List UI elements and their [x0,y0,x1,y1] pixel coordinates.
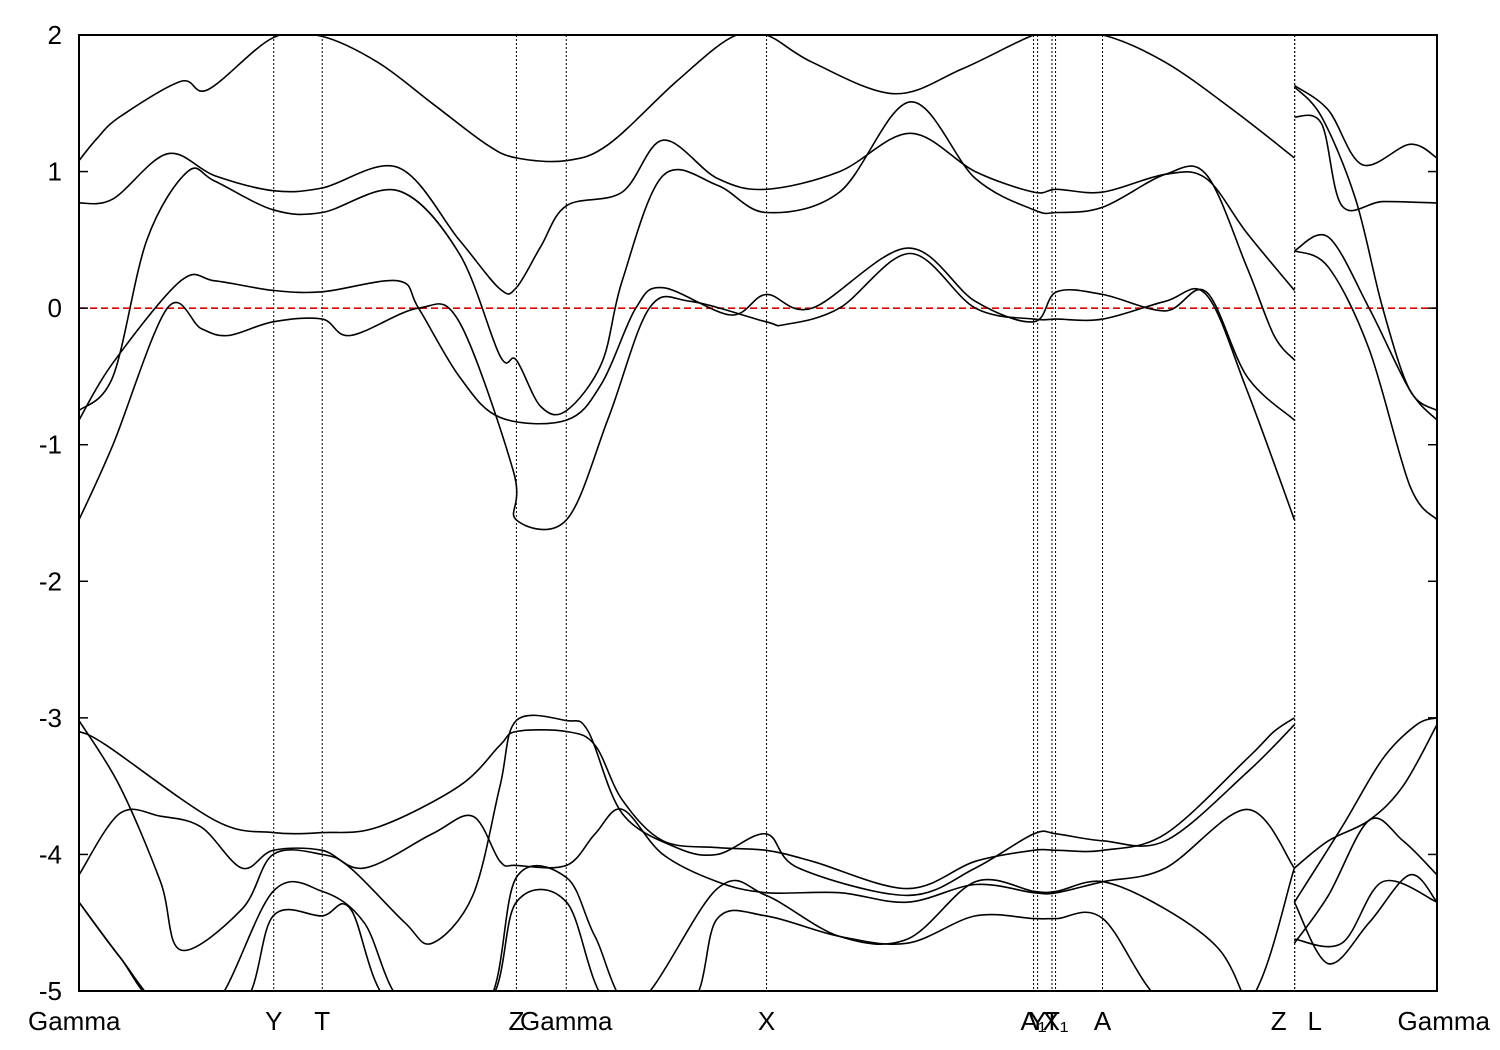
x-kpoint-label-9: X₁ [1042,1006,1068,1036]
y-tick-label-4: -2 [39,566,62,596]
band-line-3 [1294,114,1437,212]
x-kpoint-label-2: T [314,1006,330,1036]
band-line-13 [1293,724,1437,869]
band-line-0 [79,35,1295,163]
y-tick-label-2: 0 [48,293,62,323]
x-kpoint-label-10: A [1094,1006,1112,1036]
x-kpoint-label-11: Z [1271,1006,1287,1036]
x-kpoint-label-1: Y [265,1006,282,1036]
y-tick-label-0: 2 [48,20,62,50]
y-tick-label-1: 1 [48,157,62,187]
y-tick-label-7: -5 [39,976,62,1006]
band-series [79,35,1437,991]
y-tick-label-6: -4 [39,839,62,869]
x-kpoint-label-4: Gamma [520,1006,613,1036]
band-line-2 [79,132,1296,295]
plot-frame [78,34,1438,992]
x-kpoint-label-3: Z [508,1006,524,1036]
band-line-6 [79,247,1295,425]
x-kpoint-label-0: Gamma [28,1006,121,1036]
x-kpoint-label-8: T [1044,1006,1060,1036]
x-kpoint-label-7: Y [1029,1006,1046,1036]
x-kpoint-label-13: Gamma [1398,1006,1491,1036]
x-kpoint-label-6: A₁ [1020,1006,1046,1036]
band-line-10 [79,717,1295,890]
band-line-16 [79,864,1243,991]
band-line-15 [1293,817,1437,944]
band-line-19 [1294,879,1437,948]
band-line-4 [79,101,1296,416]
band-line-8 [79,252,1296,531]
band-line-14 [79,808,1296,904]
band-line-12 [79,714,1295,952]
band-line-9 [1294,250,1437,521]
band-line-7 [1293,234,1437,421]
band-line-11 [1293,717,1437,903]
kpoint-divider-lines [273,35,1296,991]
y-tick-label-3: -1 [39,430,62,460]
band-line-17 [1293,874,1437,965]
band-line-18 [79,867,1296,991]
x-kpoint-label-5: X [758,1006,775,1036]
y-axis: 2 1 0 -1 -2 -3 -4 -5 [39,20,1437,1006]
band-line-5 [1293,86,1437,412]
band-line-1 [1293,84,1437,167]
y-tick-label-5: -3 [39,703,62,733]
x-kpoint-label-12: L [1307,1006,1321,1036]
